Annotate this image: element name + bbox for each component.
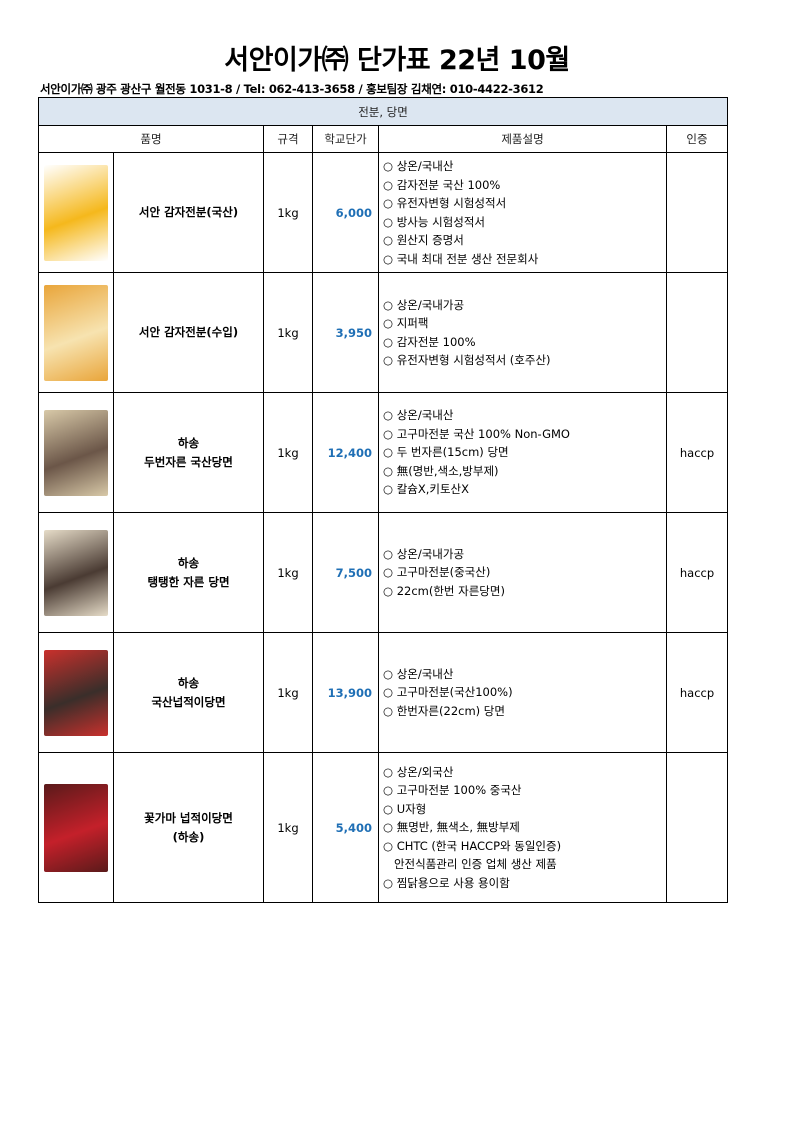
product-description: ○ 상온/국내가공 ○ 고구마전분(중국산) ○ 22cm(한번 자른당면)	[378, 512, 667, 633]
desc-line: ○ 유전자변형 시험성적서 (호주산)	[383, 353, 551, 367]
product-row: 서안 감자전분(국산) 1kg 6,000 ○ 상온/국내산 ○ 감자전분 국산 …	[38, 152, 729, 273]
product-image	[44, 529, 108, 616]
product-spec: 1kg	[263, 632, 313, 753]
product-name-sub: 두번자른 국산당면	[144, 454, 233, 469]
product-spec: 1kg	[263, 752, 313, 903]
desc-line: 안전식품관리 인증 업체 생산 제품	[383, 857, 557, 872]
desc-line: ○ 고구마전분(국산100%)	[383, 685, 513, 700]
product-spec: 1kg	[263, 272, 313, 393]
header-desc: 제품설명	[378, 125, 667, 153]
product-image	[44, 649, 108, 736]
product-image	[44, 284, 108, 381]
product-description: ○ 상온/국내산 ○ 고구마전분(국산100%) ○ 한번자른(22cm) 당면	[378, 632, 667, 753]
product-cert: haccp	[665, 632, 729, 753]
desc-line: ○ 상온/국내산	[383, 408, 454, 423]
desc-line: ○ 상온/국내산	[383, 159, 454, 173]
desc-line: ○ 유전자변형 시험성적서	[383, 196, 507, 210]
desc-line: ○ 감자전분 국산 100%	[383, 177, 501, 192]
desc-line: ○ 22cm(한번 자른당면)	[383, 583, 505, 598]
product-price: 12,400	[312, 392, 379, 513]
product-name: 서안 감자전분(국산)	[138, 205, 239, 219]
product-image	[44, 409, 108, 496]
product-name: 하송	[177, 675, 200, 690]
product-name: 하송	[177, 435, 200, 450]
desc-line: ○ 상온/국내산	[383, 666, 454, 681]
desc-line: ○ 상온/국내가공	[383, 546, 465, 561]
header-spec: 규격	[263, 125, 313, 153]
page-title: 서안이가㈜ 단가표 22년 10월	[224, 45, 570, 76]
product-spec: 1kg	[263, 152, 313, 273]
desc-line: ○ 감자전분 100%	[383, 334, 476, 349]
product-cert	[665, 152, 729, 273]
product-description: ○ 상온/국내산 ○ 고구마전분 국산 100% Non-GMO ○ 두 번자른(1…	[378, 392, 667, 513]
desc-line: ○ 찜닭용으로 사용 용이함	[383, 875, 510, 890]
desc-line: ○ CHTC (한국 HACCP와 동일인증)	[383, 838, 562, 853]
product-price: 3,950	[312, 272, 379, 393]
desc-line: ○ 원산지 증명서	[383, 233, 464, 247]
desc-line: ○ 無(명반,색소,방부제)	[383, 463, 499, 478]
product-name: 하송	[177, 555, 200, 570]
product-price: 13,900	[312, 632, 379, 753]
desc-line: ○ 한번자른(22cm) 당면	[383, 703, 505, 718]
desc-line: ○ 국내 최대 전분 생산 전문회사	[383, 251, 539, 266]
product-spec: 1kg	[263, 512, 313, 633]
product-name-sub: 국산넙적이당면	[151, 694, 226, 709]
price-table: 전분, 당면 품명 규격 학교단가 제품설명 인증 서안 감자전분(국산) 1k…	[37, 97, 729, 903]
product-cert: haccp	[665, 392, 729, 513]
product-row: 서안 감자전분(수입) 1kg 3,950 ○ 상온/국내가공 ○ 지퍼팩 ○ 감자…	[38, 272, 729, 393]
product-description: ○ 상온/외국산 ○ 고구마전분 100% 중국산 ○ U자형 ○ 無명반, 無색소,…	[378, 752, 667, 903]
product-row: 꽃가마 넙적이당면 (하송) 1kg 5,400 ○ 상온/외국산 ○ 고구마전분 …	[38, 752, 729, 903]
product-price: 6,000	[312, 152, 379, 273]
product-cert	[665, 752, 729, 903]
desc-line: ○ 상온/국내가공	[383, 297, 465, 312]
product-price: 5,400	[312, 752, 379, 903]
company-info: 서안이가㈜ 광주 광산구 월전동 1031-8 / Tel: 062-413-3…	[40, 82, 544, 96]
product-image	[44, 164, 108, 261]
desc-line: ○ 지퍼팩	[383, 316, 429, 330]
header-cert: 인증	[665, 125, 729, 153]
product-name-sub: (하송)	[172, 829, 205, 844]
product-price: 7,500	[312, 512, 379, 633]
category-header: 전분, 당면	[37, 97, 729, 126]
product-name-sub: 탱탱한 자른 당면	[147, 574, 230, 589]
header-name: 품명	[38, 125, 264, 153]
header-price: 학교단가	[312, 125, 379, 153]
desc-line: ○ U자형	[383, 801, 427, 816]
product-name: 서안 감자전분(수입)	[138, 325, 239, 339]
desc-line: ○ 두 번자른(15cm) 당면	[383, 445, 509, 460]
desc-line: ○ 고구마전분 100% 중국산	[383, 783, 522, 798]
desc-line: ○ 방사능 시험성적서	[383, 214, 485, 229]
product-cert	[665, 272, 729, 393]
desc-line: ○ 고구마전분(중국산)	[383, 565, 491, 580]
product-image	[44, 783, 108, 872]
product-description: ○ 상온/국내가공 ○ 지퍼팩 ○ 감자전분 100% ○ 유전자변형 시험성적서 (…	[378, 272, 667, 393]
product-description: ○ 상온/국내산 ○ 감자전분 국산 100% ○ 유전자변형 시험성적서 ○ 방사능…	[378, 152, 667, 273]
desc-line: ○ 상온/외국산	[383, 764, 454, 779]
product-spec: 1kg	[263, 392, 313, 513]
desc-line: ○ 無명반, 無색소, 無방부제	[383, 820, 520, 835]
product-name: 꽃가마 넙적이당면	[144, 810, 233, 825]
desc-line: ○ 칼슘X,키토산X	[383, 482, 470, 497]
product-cert: haccp	[665, 512, 729, 633]
desc-line: ○ 고구마전분 국산 100% Non-GMO	[383, 426, 570, 441]
